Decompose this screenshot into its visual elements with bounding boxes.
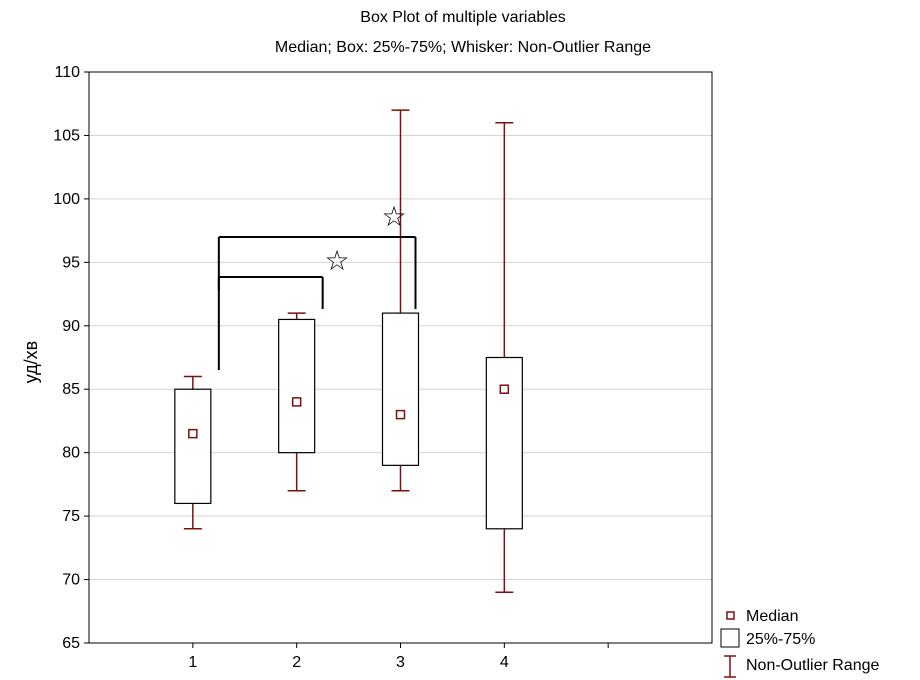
- star-icon: ☆: [324, 244, 349, 277]
- median-marker: [499, 384, 510, 394]
- significance-bracket: ☆: [217, 244, 350, 309]
- legend-whisker-label: Non-Outlier Range: [746, 657, 880, 674]
- legend-box-label: 25%-75%: [746, 631, 815, 648]
- x-tick-label: 4: [500, 654, 509, 671]
- box-4: [485, 122, 523, 593]
- x-tick-label: 3: [396, 654, 405, 671]
- x-tick-label: 2: [292, 654, 301, 671]
- median-marker: [188, 428, 198, 439]
- chart-subtitle: Median; Box: 25%-75%; Whisker: Non-Outli…: [275, 39, 651, 56]
- box-2: [278, 312, 316, 492]
- y-tick-label: 85: [62, 381, 80, 398]
- iqr-box: [485, 356, 523, 530]
- y-tick-label: 90: [62, 318, 80, 335]
- x-tick-label: 1: [188, 654, 197, 671]
- y-tick-label: 110: [54, 64, 80, 81]
- y-tick-label: 105: [53, 127, 80, 144]
- y-tick-label: 75: [62, 508, 80, 525]
- y-tick-label: 100: [53, 191, 80, 208]
- y-tick-label: 80: [62, 445, 80, 462]
- median-marker: [291, 397, 302, 407]
- significance-bracket: ☆: [217, 200, 417, 370]
- iqr-box: [381, 312, 420, 466]
- legend-median-marker: [726, 611, 735, 620]
- box-1: [174, 375, 212, 530]
- iqr-box: [174, 388, 212, 505]
- y-tick-label: 70: [62, 572, 80, 589]
- legend-box-marker: [720, 628, 740, 648]
- chart-title: Box Plot of multiple variables: [360, 9, 565, 26]
- legend-median-label: Median: [746, 608, 798, 625]
- legend: Median 25%-75% Non-Outlier Range: [720, 608, 880, 678]
- iqr-box: [278, 318, 316, 454]
- box-3: [381, 109, 420, 492]
- y-axis-title: уд/хв: [21, 341, 41, 383]
- star-icon: ☆: [381, 200, 406, 233]
- plot-area: 65 70 75 80 85 90 95 100 105 110 1 2 3 4 ☆ ☆: [53, 64, 713, 671]
- y-tick-label: 95: [62, 254, 80, 271]
- median-marker: [395, 409, 406, 420]
- y-tick-label: 65: [62, 635, 80, 652]
